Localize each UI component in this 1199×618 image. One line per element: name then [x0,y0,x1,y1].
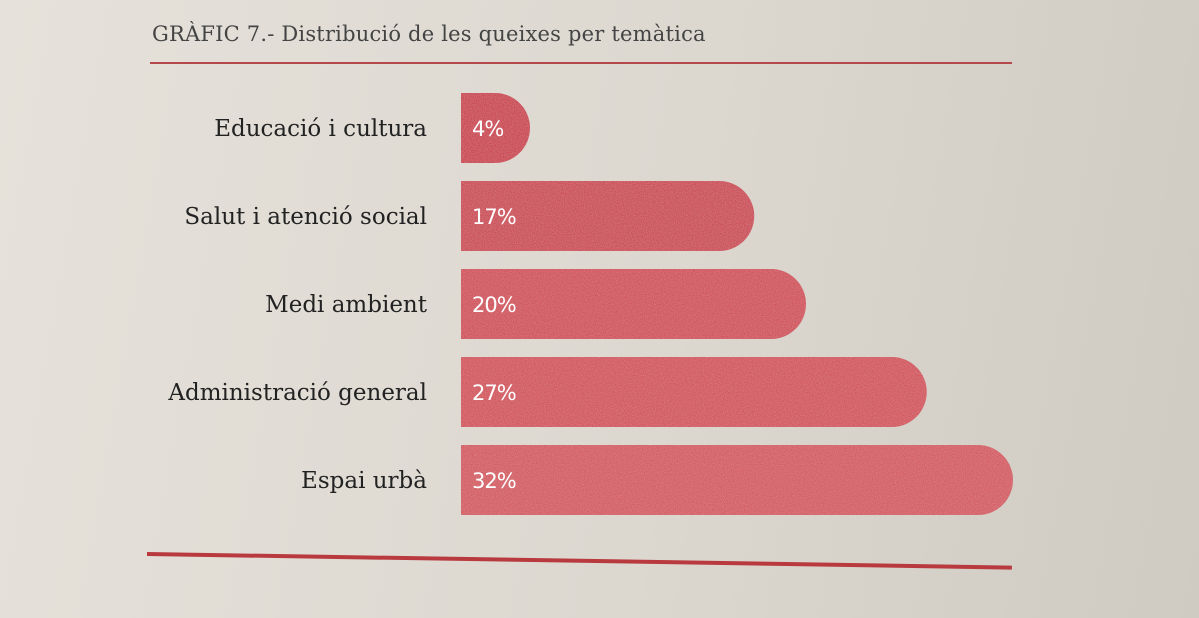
title-rule [150,62,1012,64]
bar-4 [461,357,927,427]
value-label: 32% [472,469,516,493]
bar-1 [461,93,530,163]
category-label: Salut i atenció social [184,204,427,230]
category-label: Educació i cultura [214,116,427,142]
chart-title: GRÀFIC 7.- Distribució de les queixes pe… [152,22,706,46]
value-label: 20% [472,293,516,317]
value-label: 17% [472,205,516,229]
bar-2 [461,181,755,251]
bar-5 [461,445,1013,515]
bar-3 [461,269,806,339]
value-label: 27% [472,381,516,405]
category-label: Administració general [167,380,427,406]
value-label: 4% [472,117,503,141]
category-label: Espai urbà [301,468,427,494]
category-label: Medi ambient [265,292,428,318]
